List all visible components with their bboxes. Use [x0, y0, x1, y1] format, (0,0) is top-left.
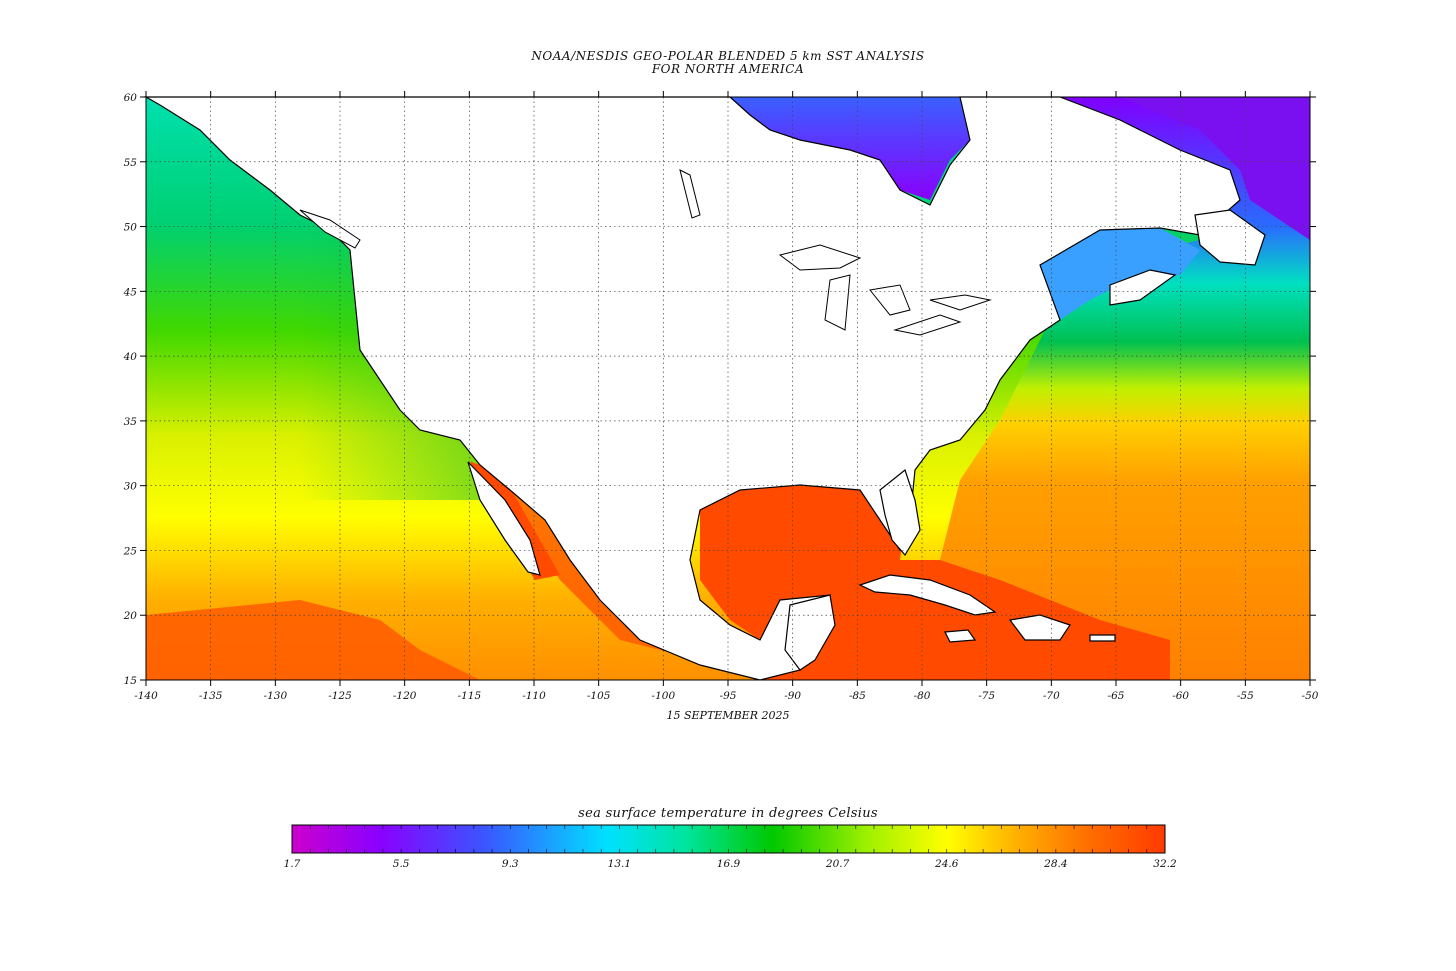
lon-label: -65 [1108, 690, 1125, 702]
lat-label: 20 [123, 610, 138, 622]
colorbar [291, 824, 1166, 854]
atlantic-ocean [730, 97, 1310, 680]
lat-label: 60 [124, 92, 138, 104]
gulf-of-saint-lawrence [1040, 228, 1200, 320]
lon-label: -110 [522, 690, 546, 702]
north-america-land [143, 96, 1241, 681]
colorbar-label: 13.1 [608, 858, 631, 870]
lon-label: -115 [458, 690, 482, 702]
colorbar-ticks [309, 825, 1148, 853]
lat-label: 45 [123, 286, 138, 298]
yucatan [784, 594, 836, 671]
jamaica [944, 629, 977, 643]
colorbar-label: 20.7 [825, 858, 850, 870]
lon-label: -70 [1043, 690, 1060, 702]
lon-label: -105 [587, 690, 611, 702]
lon-label: -75 [978, 690, 995, 702]
baja-california [467, 461, 541, 576]
great-lakes [778, 244, 992, 336]
lon-label: -90 [784, 690, 801, 702]
lon-label: -55 [1237, 690, 1254, 702]
hispaniola [1008, 614, 1071, 641]
map-title-line-2: FOR NORTH AMERICA [651, 62, 805, 76]
lon-label: -130 [264, 690, 288, 702]
lat-label: 25 [123, 545, 138, 557]
lon-label: -135 [199, 690, 223, 702]
colorbar-label: 28.4 [1043, 858, 1067, 870]
caribbean-sea [760, 560, 1170, 680]
eastern-pacific-warm [146, 460, 760, 680]
lon-label: -95 [720, 690, 737, 702]
analysis-date: 15 SEPTEMBER 2025 [666, 709, 790, 722]
puerto-rico [1089, 634, 1116, 642]
graticule [140, 91, 1316, 686]
lat-label: 55 [124, 157, 138, 169]
colorbar-label: 16.9 [717, 858, 741, 870]
newfoundland [1194, 209, 1266, 266]
nova-scotia [1109, 269, 1177, 306]
map-frame [145, 96, 1311, 681]
colorbar-title: sea surface temperature in degrees Celsi… [578, 806, 878, 821]
map-title-line-1: NOAA/NESDIS GEO-POLAR BLENDED 5 km SST A… [531, 49, 925, 63]
latitude-labels: 15 20 25 30 35 40 45 50 55 60 [123, 92, 138, 687]
lon-label: -50 [1302, 690, 1319, 702]
lon-label: -120 [393, 690, 417, 702]
lon-label: -100 [652, 690, 676, 702]
lat-label: 35 [124, 416, 138, 428]
colorbar-label: 1.7 [284, 858, 301, 870]
lat-label: 40 [123, 351, 138, 363]
labrador-sea [1060, 97, 1310, 240]
cuba [858, 574, 997, 616]
lat-label: 30 [124, 481, 138, 493]
lon-label: -80 [914, 690, 931, 702]
hudson-bay [730, 97, 970, 200]
florida [879, 468, 921, 557]
lat-label: 50 [124, 222, 138, 234]
vancouver-island [299, 209, 361, 249]
colorbar-label: 24.6 [934, 858, 959, 870]
lon-label: -60 [1172, 690, 1189, 702]
longitude-labels: -140 -135 -130 -125 -120 -115 -110 -105 -100 -95 -… [134, 690, 1319, 702]
colorbar-labels: 1.7 5.5 9.3 13.1 16.9 20.7 24.6 28.4 32.2 [284, 858, 1177, 870]
colorbar-label: 9.3 [502, 858, 519, 870]
lon-label: -125 [328, 690, 352, 702]
colorbar-label: 5.5 [393, 858, 410, 870]
lat-label: 15 [124, 675, 138, 687]
lake-winnipeg [679, 169, 701, 219]
colorbar-label: 32.2 [1153, 858, 1177, 870]
lon-label: -140 [134, 690, 158, 702]
lon-label: -85 [849, 690, 866, 702]
